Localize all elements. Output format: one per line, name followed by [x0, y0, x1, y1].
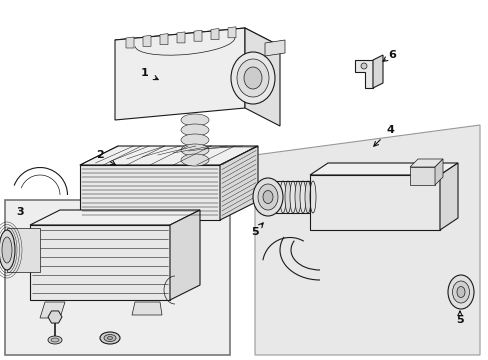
Ellipse shape — [305, 181, 310, 213]
Polygon shape — [80, 165, 220, 220]
Text: 6: 6 — [382, 50, 395, 61]
Ellipse shape — [244, 67, 262, 89]
Polygon shape — [40, 302, 65, 318]
Ellipse shape — [447, 275, 473, 309]
Text: 3: 3 — [16, 207, 24, 217]
Text: 5: 5 — [455, 311, 463, 325]
Polygon shape — [30, 210, 200, 225]
Ellipse shape — [451, 281, 468, 303]
Polygon shape — [439, 163, 457, 230]
Ellipse shape — [309, 181, 315, 213]
Ellipse shape — [100, 332, 120, 344]
Polygon shape — [309, 175, 439, 230]
Polygon shape — [194, 30, 202, 41]
Polygon shape — [115, 28, 280, 58]
Polygon shape — [372, 55, 382, 88]
Polygon shape — [30, 225, 170, 300]
Ellipse shape — [263, 190, 272, 203]
Ellipse shape — [107, 337, 112, 339]
Polygon shape — [177, 32, 184, 43]
Polygon shape — [142, 35, 151, 46]
Ellipse shape — [181, 144, 208, 156]
Polygon shape — [264, 40, 285, 56]
Ellipse shape — [285, 181, 290, 213]
Polygon shape — [309, 163, 457, 175]
Ellipse shape — [51, 338, 59, 342]
Polygon shape — [244, 28, 280, 126]
Text: 5: 5 — [251, 223, 263, 237]
Ellipse shape — [237, 59, 268, 97]
Polygon shape — [434, 159, 442, 185]
Ellipse shape — [2, 237, 12, 263]
Text: 1: 1 — [141, 68, 158, 80]
Ellipse shape — [181, 134, 208, 146]
Ellipse shape — [230, 52, 274, 104]
Polygon shape — [254, 125, 479, 355]
Ellipse shape — [181, 154, 208, 166]
Ellipse shape — [289, 181, 295, 213]
Bar — [5, 200, 229, 355]
Ellipse shape — [280, 181, 285, 213]
Ellipse shape — [104, 334, 116, 342]
Ellipse shape — [294, 181, 301, 213]
Polygon shape — [409, 159, 442, 167]
Polygon shape — [132, 302, 162, 315]
Polygon shape — [220, 146, 258, 220]
Polygon shape — [210, 28, 219, 40]
Ellipse shape — [258, 184, 278, 210]
Polygon shape — [80, 146, 258, 165]
Polygon shape — [354, 60, 372, 88]
Polygon shape — [160, 33, 168, 45]
Polygon shape — [126, 37, 134, 48]
Ellipse shape — [181, 114, 208, 126]
Ellipse shape — [299, 181, 305, 213]
Ellipse shape — [456, 287, 464, 297]
Polygon shape — [115, 28, 244, 120]
Polygon shape — [227, 27, 236, 38]
Circle shape — [360, 63, 366, 69]
Text: 4: 4 — [373, 125, 393, 146]
Ellipse shape — [181, 124, 208, 136]
Ellipse shape — [48, 336, 62, 344]
Ellipse shape — [0, 230, 15, 270]
Polygon shape — [409, 167, 434, 185]
Text: 2: 2 — [96, 150, 115, 165]
Ellipse shape — [252, 178, 283, 216]
Polygon shape — [7, 228, 40, 272]
Polygon shape — [170, 210, 200, 300]
